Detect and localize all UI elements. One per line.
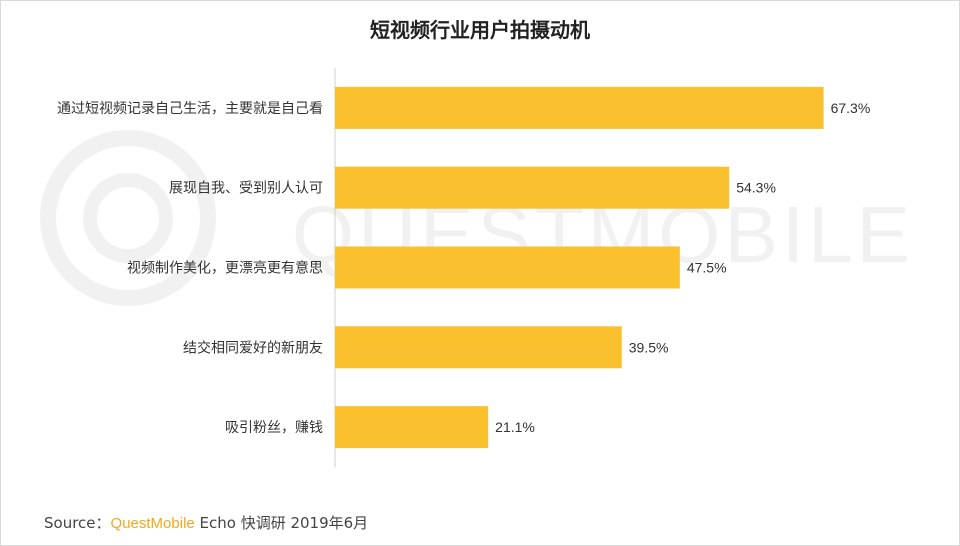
source-brand: QuestMobile [110, 515, 195, 532]
chart-title: 短视频行业用户拍摄动机 [370, 18, 590, 42]
watermark-logo-center [83, 173, 173, 263]
bar [335, 326, 622, 369]
value-label: 67.3% [831, 100, 871, 116]
bar [335, 406, 489, 449]
bar [335, 86, 824, 129]
bar [335, 166, 730, 209]
category-label: 吸引粉丝，赚钱 [225, 420, 323, 436]
category-label: 展现自我、受到别人认可 [169, 181, 323, 197]
category-label: 通过短视频记录自己生活，主要就是自己看 [57, 101, 323, 117]
category-label: 结交相同爱好的新朋友 [183, 339, 323, 356]
source-suffix: Echo 快调研 2019年6月 [194, 514, 369, 532]
bar [335, 246, 680, 289]
source-note: Source：QuestMobile Echo 快调研 2019年6月 [44, 512, 368, 533]
watermark-logo-ring [40, 130, 216, 306]
category-label: 视频制作美化，更漂亮更有意思 [127, 260, 323, 277]
value-label: 54.3% [736, 180, 776, 196]
value-label: 39.5% [629, 339, 669, 355]
value-label: 47.5% [687, 260, 727, 276]
value-label: 21.1% [495, 419, 535, 435]
source-prefix: Source： [44, 514, 111, 532]
